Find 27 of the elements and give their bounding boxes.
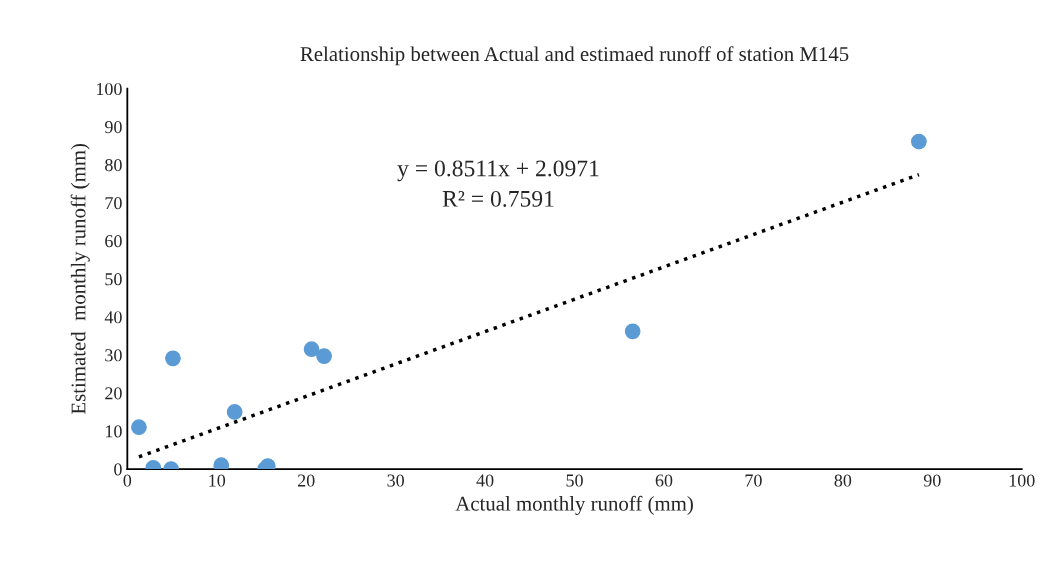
x-tick-label: 30	[387, 474, 404, 487]
y-tick-label: 80	[105, 158, 122, 172]
y-tick-label: 40	[104, 311, 122, 324]
x-tick-label: 90	[923, 474, 941, 487]
y-axis-title: Estimated monthly runoff (mm)	[70, 143, 90, 415]
y-tick-label: 90	[104, 120, 122, 134]
x-tick-label: 70	[745, 474, 762, 487]
x-tick-label: 100	[1009, 474, 1035, 487]
y-tick-label: 60	[105, 235, 122, 248]
x-tick-label: 40	[476, 474, 494, 487]
x-tick-label: 0	[123, 474, 132, 487]
y-tick-label: 50	[105, 273, 122, 286]
y-tick-label: 10	[105, 425, 122, 438]
x-tick-label: 20	[297, 474, 315, 487]
x-tick-label: 80	[834, 474, 852, 487]
x-tick-label: 50	[566, 474, 583, 487]
y-tick-label: 0	[114, 463, 122, 476]
annotation: R² = 0.7591	[442, 190, 554, 207]
y-tick-label: 100	[96, 82, 122, 96]
x-tick-label: 60	[655, 474, 673, 487]
y-tick-label: 20	[105, 387, 122, 400]
x-tick-label: 10	[209, 474, 226, 487]
y-tick-label: 30	[105, 349, 122, 362]
annotation: y = 0.8511x + 2.0971	[397, 160, 599, 182]
chart-title: Relationship between Actual and estimaed runoff of station M145	[300, 46, 849, 66]
y-tick-label: 70	[105, 197, 122, 210]
x-axis-title: Actual monthly runoff (mm)	[455, 495, 693, 515]
